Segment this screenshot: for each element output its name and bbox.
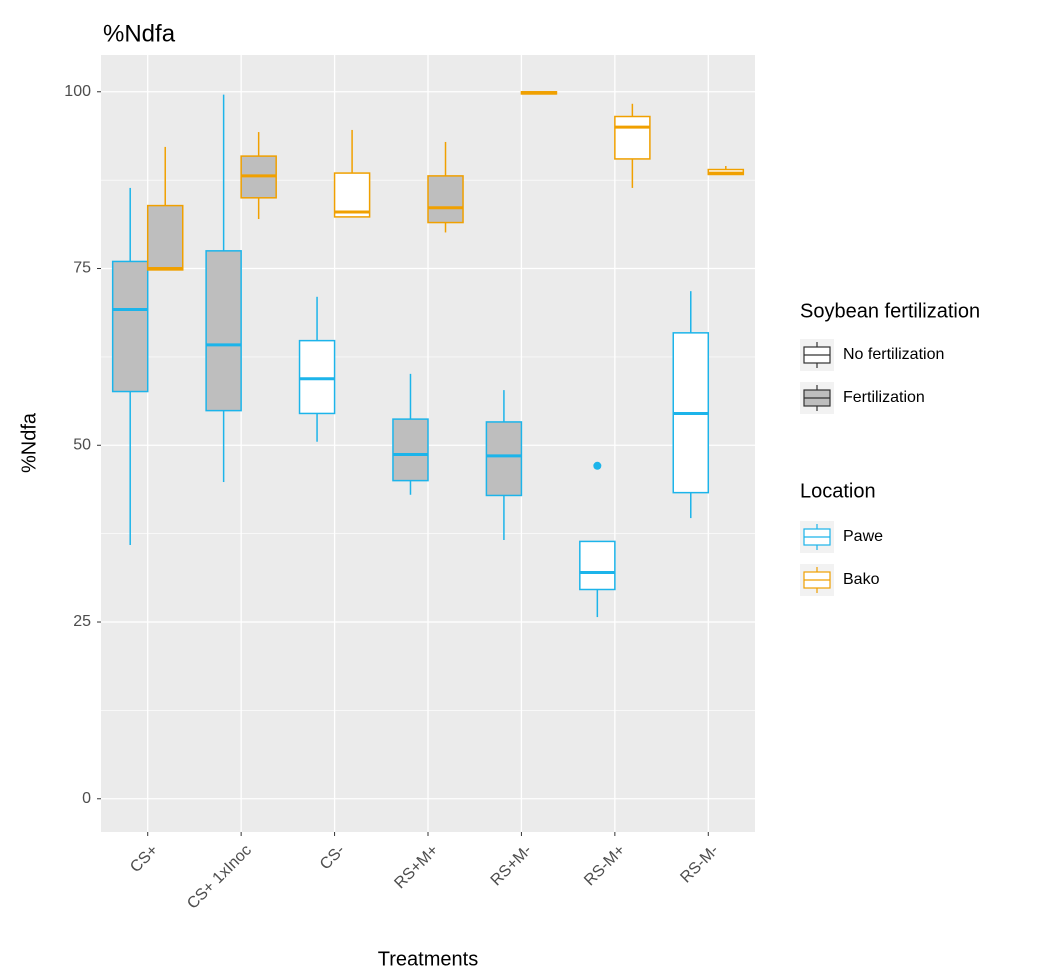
x-tick-label: RS-M+ (581, 842, 629, 890)
legend-title: Soybean fertilization (800, 300, 980, 322)
x-tick-label: CS- (317, 842, 349, 874)
legend-label: No fertilization (843, 346, 944, 363)
legend-label: Bako (843, 571, 880, 588)
legend-title: Location (800, 480, 876, 502)
box (333, 172, 371, 218)
y-tick-label: 0 (82, 790, 91, 807)
legend-label: Pawe (843, 528, 883, 545)
outlier (593, 461, 602, 470)
y-tick-label: 75 (73, 260, 91, 277)
y-tick-label: 100 (64, 83, 91, 100)
box (392, 418, 429, 482)
box (205, 250, 242, 412)
box (111, 260, 149, 393)
y-axis-title: %Ndfa (18, 412, 40, 473)
box (579, 540, 616, 591)
x-axis-title: Treatments (378, 948, 478, 970)
box (146, 204, 184, 271)
box (298, 339, 336, 415)
x-tick-label: CS+ 1xInoc (184, 842, 255, 913)
legend-label: Fertilization (843, 389, 925, 406)
x-tick-label: RS+M+ (391, 842, 441, 892)
x-tick-label: RS+M- (488, 842, 536, 890)
x-tick-label: CS+ (127, 842, 161, 876)
box (614, 115, 651, 160)
box (485, 421, 523, 497)
y-tick-label: 25 (73, 613, 91, 630)
box (427, 175, 464, 224)
y-tick-label: 50 (73, 436, 91, 453)
chart-title: %Ndfa (103, 20, 176, 47)
x-tick-label: RS-M- (677, 842, 722, 887)
